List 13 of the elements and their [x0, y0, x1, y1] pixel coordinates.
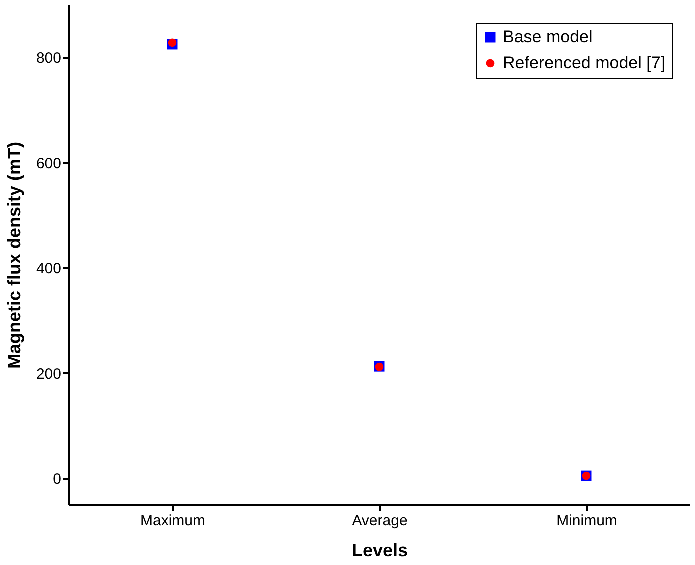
y-tick-label: 400: [36, 260, 62, 278]
x-axis-title: Levels: [352, 540, 408, 560]
y-tick-label: 0: [53, 471, 62, 488]
x-tick-label: Maximum: [140, 512, 206, 530]
legend-label: Referenced model [7]: [503, 54, 666, 72]
y-tick-label: 800: [36, 50, 62, 68]
y-axis-title: Magnetic flux density (mT): [4, 142, 24, 370]
y-tick-label: 200: [36, 366, 62, 383]
legend-label: Base model: [503, 28, 593, 46]
point: [168, 38, 177, 48]
x-tick-label: Minimum: [556, 512, 618, 530]
x-tick-label: Average: [352, 512, 408, 530]
y-tick-label: 600: [36, 155, 62, 172]
